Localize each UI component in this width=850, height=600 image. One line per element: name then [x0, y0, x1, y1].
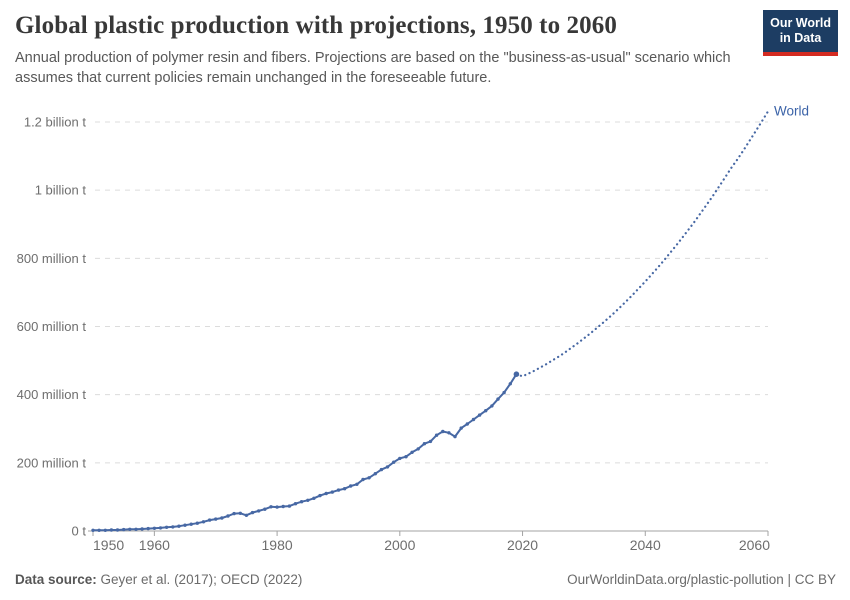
- data-point-marker: [459, 426, 463, 430]
- data-point-marker: [146, 526, 150, 531]
- chart-title: Global plastic production with projectio…: [15, 12, 617, 39]
- data-point-marker: [171, 525, 175, 529]
- y-tick-label: 0 t: [72, 524, 87, 539]
- data-point-marker: [164, 525, 169, 529]
- data-point-marker: [441, 429, 445, 434]
- data-point-marker: [183, 523, 187, 527]
- x-tick-label: 2020: [507, 537, 538, 553]
- data-point-marker: [103, 528, 108, 532]
- data-point-marker: [447, 431, 451, 435]
- data-point-marker: [134, 527, 138, 531]
- data-point-marker: [392, 460, 396, 464]
- data-point-marker: [226, 514, 230, 518]
- x-tick-label: 1960: [139, 537, 170, 553]
- data-point-marker: [152, 526, 157, 530]
- data-point-marker: [324, 491, 328, 496]
- data-point-marker: [373, 472, 377, 476]
- data-point-marker: [238, 511, 242, 515]
- data-point-marker: [398, 456, 402, 461]
- data-point-marker: [416, 447, 420, 451]
- data-point-marker: [361, 477, 365, 482]
- data-point-marker: [201, 520, 206, 524]
- y-tick-label: 800 million t: [17, 251, 87, 266]
- data-point-marker: [434, 433, 439, 437]
- data-point-marker: [342, 487, 347, 491]
- data-point-marker: [508, 382, 512, 386]
- data-point-marker: [312, 496, 316, 500]
- data-point-marker: [477, 413, 482, 417]
- data-point-marker: [428, 439, 433, 444]
- owid-logo-line1: Our World: [770, 16, 831, 30]
- data-point-marker: [422, 442, 427, 446]
- data-point-marker: [158, 526, 163, 530]
- y-tick-label: 1.2 billion t: [24, 115, 87, 130]
- y-tick-label: 1 billion t: [35, 183, 87, 198]
- x-tick-label: 1980: [262, 537, 293, 553]
- data-point-marker: [349, 484, 353, 488]
- owid-logo[interactable]: Our World in Data: [763, 10, 838, 56]
- data-point-marker: [318, 493, 322, 498]
- data-point-marker: [140, 527, 144, 531]
- data-point-marker: [355, 482, 359, 486]
- x-tick-label: 2060: [739, 537, 770, 553]
- data-point-marker: [97, 528, 101, 532]
- data-point-marker: [404, 455, 408, 459]
- data-point-marker: [195, 521, 199, 525]
- data-source-label: Data source:: [15, 572, 97, 587]
- data-point-marker: [250, 510, 255, 515]
- data-point-marker: [220, 516, 224, 520]
- data-point-marker: [385, 465, 390, 469]
- data-point-marker: [330, 490, 334, 494]
- data-source-note: Data source: Geyer et al. (2017); OECD (…: [15, 572, 302, 587]
- data-point-marker: [269, 505, 273, 509]
- data-point-marker: [263, 507, 267, 511]
- entity-label-world[interactable]: World: [774, 103, 809, 118]
- projection-line: [515, 110, 770, 378]
- data-point-marker: [244, 513, 249, 517]
- chart-footer: Data source: Geyer et al. (2017); OECD (…: [15, 572, 836, 587]
- chart-subtitle: Annual production of polymer resin and f…: [15, 50, 731, 87]
- data-point-marker: [128, 527, 132, 531]
- data-point-marker: [214, 517, 218, 521]
- data-point-marker: [299, 500, 304, 504]
- data-point-marker: [281, 504, 285, 509]
- x-tick-label: 2000: [384, 537, 415, 553]
- x-tick-label: 2040: [630, 537, 661, 553]
- data-point-marker: [336, 488, 341, 492]
- observed-line: [93, 373, 518, 532]
- data-point-marker: [367, 476, 371, 480]
- data-source-text: Geyer et al. (2017); OECD (2022): [96, 572, 303, 587]
- data-point-marker: [471, 417, 476, 422]
- data-point-marker: [410, 450, 414, 454]
- chart-header: Global plastic production with projectio…: [15, 10, 760, 88]
- owid-url-link[interactable]: OurWorldinData.org/plastic-pollution | C…: [567, 572, 836, 587]
- data-point-marker: [257, 509, 261, 513]
- data-point-marker: [502, 390, 506, 395]
- data-point-marker: [109, 528, 114, 532]
- y-tick-label: 600 million t: [17, 319, 87, 334]
- data-point-marker: [189, 522, 193, 526]
- y-tick-label: 200 million t: [17, 455, 87, 470]
- data-point-marker: [177, 524, 181, 528]
- owid-logo-line2: in Data: [779, 31, 822, 46]
- data-point-marker: [490, 404, 494, 408]
- data-point-marker: [275, 505, 279, 509]
- data-point-marker: [122, 527, 126, 532]
- x-tick-label: 1950: [93, 537, 124, 553]
- data-point-marker: [207, 518, 212, 522]
- data-point-marker: [465, 422, 469, 426]
- data-point-marker: [453, 434, 457, 439]
- data-point-marker: [232, 511, 236, 516]
- y-tick-label: 400 million t: [17, 387, 87, 402]
- data-point-marker: [115, 528, 120, 532]
- data-point-marker: [293, 502, 298, 506]
- data-point-marker: [379, 467, 384, 472]
- data-point-marker: [91, 528, 95, 532]
- data-point-marker: [287, 504, 292, 508]
- data-point-marker: [306, 498, 310, 502]
- data-point-marker: [496, 397, 500, 401]
- data-point-marker: [484, 409, 488, 413]
